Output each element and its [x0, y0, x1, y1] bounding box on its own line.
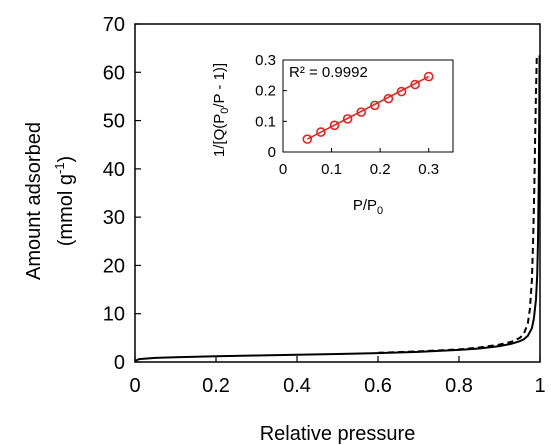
main-x-tick-label: 0	[129, 375, 140, 397]
inset-data-point	[410, 79, 420, 90]
inset-plot: 0 0.1 0.2 0.3 0 0.1 0.2 0.3 R² = 0.9992 P/P0 1…	[211, 52, 454, 217]
main-y-axis-ticks: 0 10 20 30 40 50 60 70	[103, 14, 141, 374]
inset-points-group	[302, 71, 434, 144]
inset-fit-line	[306, 75, 430, 140]
main-y-tick-label: 60	[103, 62, 125, 84]
inset-x-tick-label: 0.2	[370, 161, 391, 178]
inset-data-point	[302, 134, 313, 144]
inset-r-squared-annotation: R² = 0.9992	[289, 64, 368, 81]
main-y-tick-label: 0	[114, 352, 125, 374]
inset-y-axis-ticks: 0 0.1 0.2 0.3	[255, 52, 287, 161]
inset-x-tick-label: 0.1	[321, 161, 342, 178]
main-x-tick-label: 0.6	[364, 375, 392, 397]
desorption-curve-line	[377, 55, 538, 354]
inset-data-point	[383, 93, 394, 104]
main-y-axis-label-line2: (mmol g-1)	[52, 156, 77, 246]
inset-data-point	[342, 114, 353, 124]
inset-x-axis-label: P/P0	[353, 197, 383, 217]
main-x-tick-label: 0.4	[283, 375, 311, 397]
main-y-tick-label: 50	[103, 111, 125, 133]
main-y-axis-label: Amount adsorbed (mmol g-1)	[23, 122, 77, 280]
inset-y-axis-label: 1/[Q(P0/P - 1)]	[211, 63, 231, 157]
main-x-tick-label: 0.8	[445, 375, 473, 397]
main-y-axis-label-line1: Amount adsorbed	[23, 122, 45, 280]
main-y-tick-label: 70	[103, 14, 125, 36]
inset-y-tick-label: 0.2	[255, 83, 276, 100]
main-x-tick-label: 0.2	[202, 375, 230, 397]
inset-data-point	[329, 120, 340, 131]
inset-y-tick-label: 0.3	[255, 52, 276, 69]
inset-x-tick-label: 0	[279, 161, 287, 178]
main-y-tick-label: 30	[103, 207, 125, 229]
main-x-tick-label: 1	[534, 375, 545, 397]
main-y-tick-label: 20	[103, 255, 125, 277]
inset-data-point	[423, 71, 434, 82]
ylabel-unit-prefix: (mmol g	[55, 174, 77, 246]
main-y-tick-label: 10	[103, 304, 125, 326]
inset-y-tick-label: 0.1	[255, 113, 276, 130]
main-y-tick-label: 40	[103, 159, 125, 181]
adsorption-curve-line	[134, 55, 541, 362]
ylabel-unit-sup: -1	[52, 162, 67, 174]
main-x-axis-label: Relative pressure	[260, 423, 416, 445]
main-series-group	[134, 55, 541, 362]
inset-data-point	[369, 100, 380, 111]
inset-x-tick-label: 0.3	[418, 161, 439, 178]
inset-x-axis-ticks: 0 0.1 0.2 0.3	[279, 148, 439, 178]
inset-data-point	[356, 107, 367, 117]
inset-data-point	[396, 86, 407, 97]
inset-data-point	[316, 127, 326, 137]
main-x-axis-ticks: 0 0.2 0.4 0.6 0.8 1	[129, 356, 546, 397]
main-plot: 0 0.2 0.4 0.6 0.8 1 0 10 20 30 40 50 60 70 Relative …	[23, 14, 546, 445]
inset-y-tick-label: 0	[268, 144, 276, 161]
ylabel-unit-suffix: )	[55, 156, 77, 163]
